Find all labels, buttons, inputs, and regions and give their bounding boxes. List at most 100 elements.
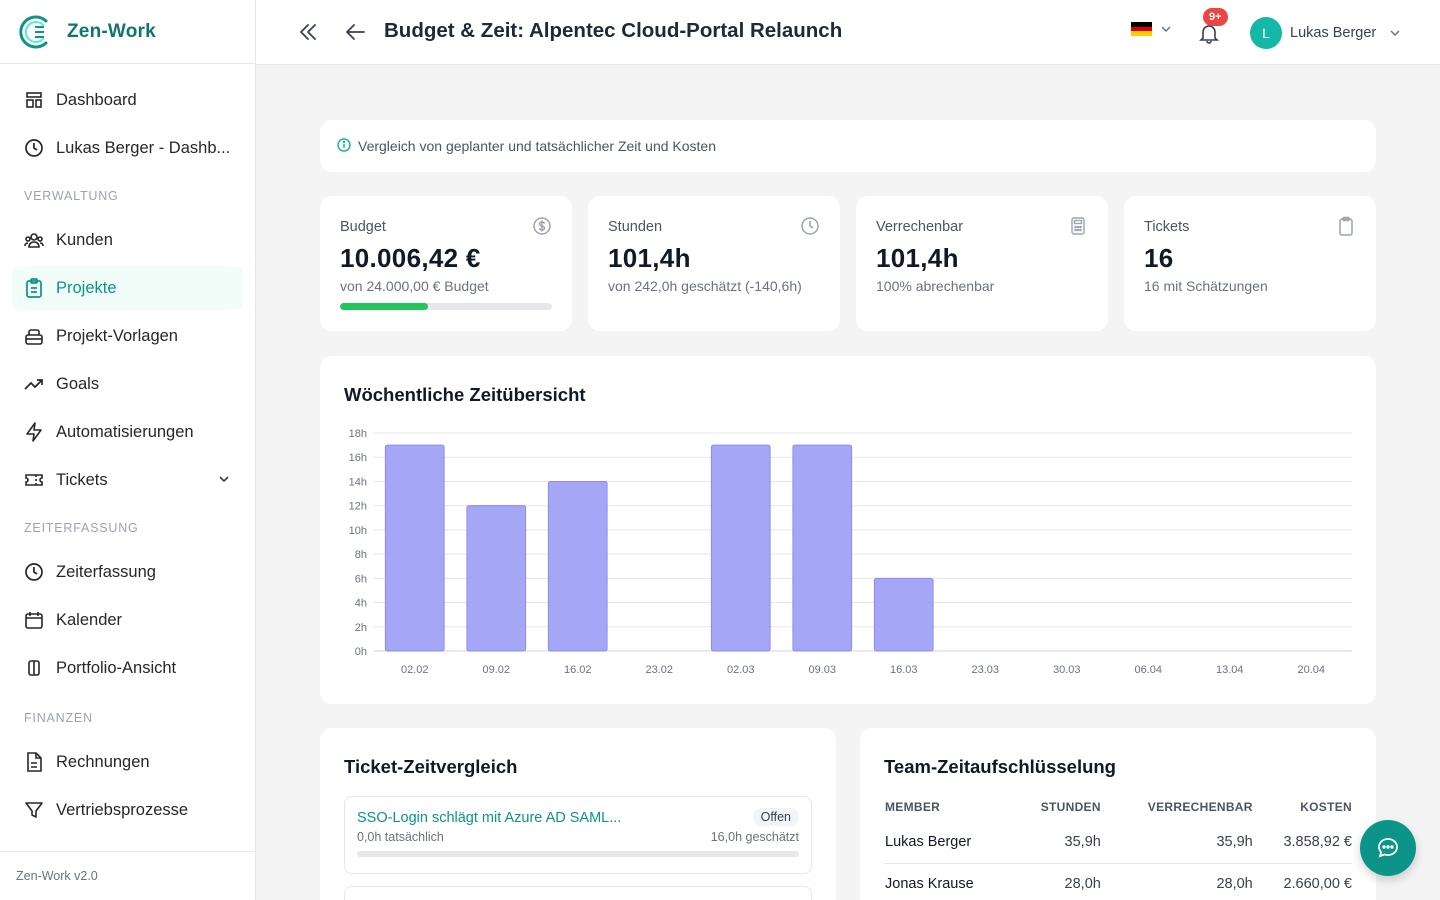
- column-header: MEMBER: [885, 800, 941, 814]
- sidebar-item-kalender[interactable]: Kalender: [12, 598, 243, 642]
- ticket-name-link[interactable]: SSO-Login schlägt mit Azure AD SAML...: [357, 810, 622, 826]
- sidebar-item-rechnungen[interactable]: Rechnungen: [12, 740, 243, 784]
- status-badge: Offen: [752, 808, 799, 826]
- y-tick-label: 6h: [355, 573, 367, 585]
- stat-label: Tickets: [1144, 219, 1190, 235]
- chart-bar: [466, 505, 527, 652]
- sidebar-item-label: Tickets: [56, 470, 108, 489]
- bar-chart: 0h 2h 4h 6h 8h 10h 12h 14h 16h 18h 02.02 09.02 16.02…: [349, 428, 1352, 676]
- double-chevron-left-icon: [300, 24, 316, 40]
- x-tick-label: 09.03: [808, 664, 836, 676]
- users-icon: [24, 230, 44, 250]
- stat-label: Verrechenbar: [876, 219, 964, 235]
- sidebar-item-zeiterfassung[interactable]: Zeiterfassung: [12, 550, 243, 594]
- stat-subtext: 100% abrechenbar: [876, 278, 995, 294]
- table-header-row: MEMBER STUNDEN VERRECHENBAR KOSTEN: [884, 792, 1352, 822]
- sidebar-item-portfolio[interactable]: Portfolio-Ansicht: [12, 646, 243, 690]
- x-tick-label: 23.02: [645, 664, 673, 676]
- sidebar-item-projekte[interactable]: Projekte: [12, 266, 243, 310]
- sidebar-item-vertriebsprozesse[interactable]: Vertriebsprozesse: [12, 788, 243, 832]
- sidebar-item-label: Automatisierungen: [56, 422, 194, 441]
- app-version: Zen-Work v2.0: [0, 851, 255, 900]
- y-tick-label: 2h: [355, 622, 367, 634]
- x-tick-label: 30.03: [1053, 664, 1081, 676]
- chevron-down-icon: [1161, 26, 1171, 33]
- x-tick-label: 02.02: [401, 664, 429, 676]
- stat-value: 101,4h: [876, 243, 959, 273]
- sidebar-nav: Dashboard Lukas Berger - Dashb... VERWAL…: [0, 64, 255, 832]
- stat-card-tickets: Tickets 16 16 mit Schätzungen: [1124, 196, 1376, 331]
- sidebar-item-label: Vertriebsprozesse: [56, 800, 189, 819]
- y-tick-label: 14h: [349, 476, 367, 488]
- x-tick-label: 16.02: [564, 664, 592, 676]
- stat-card-budget: Budget 10.006,42 € von 24.000,00 € Budge…: [320, 196, 572, 331]
- clipboard-icon: [24, 278, 44, 298]
- y-tick-label: 10h: [349, 525, 367, 537]
- notifications-button[interactable]: [1198, 22, 1220, 44]
- calendar-icon: [24, 610, 44, 630]
- language-selector[interactable]: [1131, 22, 1172, 37]
- stat-subtext: von 24.000,00 € Budget: [340, 278, 489, 294]
- brand[interactable]: Zen-Work: [0, 0, 255, 64]
- stat-value: 101,4h: [608, 243, 691, 273]
- section-title: ZEITERFASSUNG: [24, 521, 139, 535]
- sidebar-item-kunden[interactable]: Kunden: [12, 218, 243, 262]
- sidebar-item-projekt-vorlagen[interactable]: Projekt-Vorlagen: [12, 314, 243, 358]
- y-tick-label: 18h: [349, 428, 367, 440]
- chat-icon: [1378, 838, 1398, 858]
- chevron-down-icon[interactable]: [217, 472, 231, 491]
- x-tick-label: 16.03: [890, 664, 918, 676]
- dashboard-icon: [24, 90, 44, 110]
- x-tick-label: 20.04: [1297, 664, 1325, 676]
- ticket-progress-bar: [357, 851, 799, 857]
- billable-cell: 28,0h: [1100, 863, 1253, 900]
- column-header: STUNDEN: [1040, 800, 1101, 814]
- member-name: Jonas Krause: [884, 863, 1014, 900]
- ticket-item[interactable]: SSO-Login schlägt mit Azure AD SAML... O…: [344, 796, 812, 874]
- stat-label: Budget: [340, 219, 386, 235]
- team-table: MEMBER STUNDEN VERRECHENBAR KOSTEN Lukas…: [884, 792, 1352, 900]
- template-icon: [24, 326, 44, 346]
- sidebar-item-automatisierungen[interactable]: Automatisierungen: [12, 410, 243, 454]
- bolt-icon: [24, 422, 44, 442]
- clock-icon: [800, 216, 820, 236]
- collapse-sidebar-button[interactable]: [296, 20, 320, 44]
- stat-value: 16: [1144, 243, 1174, 273]
- ticket-item[interactable]: [344, 886, 812, 900]
- sidebar-item-label: Dashboard: [56, 90, 137, 109]
- sidebar-item-dashboard[interactable]: Dashboard: [12, 78, 243, 122]
- ticket-estimated: 16,0h geschätzt: [710, 830, 799, 844]
- x-tick-label: 23.03: [971, 664, 999, 676]
- clipboard-icon: [1336, 216, 1356, 236]
- stat-label: Stunden: [608, 219, 663, 235]
- stat-value: 10.006,42 €: [340, 243, 481, 273]
- logo-icon: [18, 14, 54, 50]
- chart-bar: [873, 577, 934, 652]
- sidebar-item-label: Goals: [56, 374, 100, 393]
- trending-icon: [24, 374, 44, 394]
- sidebar-item-tickets[interactable]: Tickets: [12, 458, 243, 502]
- weekly-time-chart-card: Wöchentliche Zeitübersicht 0h 2h 4h 6h 8h 10h…: [320, 356, 1376, 704]
- chat-button[interactable]: [1360, 820, 1416, 876]
- avatar: L: [1250, 17, 1282, 49]
- sidebar-item-goals[interactable]: Goals: [12, 362, 243, 406]
- brand-name: Zen-Work: [67, 20, 156, 42]
- sidebar-item-user-dashboard[interactable]: Lukas Berger - Dashb...: [12, 126, 243, 170]
- calculator-icon: [1068, 216, 1088, 236]
- sidebar-item-label: Zeiterfassung: [56, 562, 156, 581]
- hours-cell: 35,9h: [1013, 822, 1101, 864]
- back-button[interactable]: [343, 20, 367, 44]
- user-menu[interactable]: L Lukas Berger: [1250, 17, 1402, 49]
- stat-card-verrechenbar: Verrechenbar 101,4h 100% abrechenbar: [856, 196, 1108, 331]
- top-header: Budget & Zeit: Alpentec Cloud-Portal Rel…: [256, 0, 1440, 65]
- stat-subtext: von 242,0h geschätzt (-140,6h): [608, 278, 802, 294]
- sidebar-item-label: Projekte: [56, 278, 117, 297]
- ticket-card-title: Ticket-Zeitvergleich: [344, 756, 518, 777]
- x-tick-label: 02.03: [727, 664, 755, 676]
- y-tick-label: 16h: [349, 452, 367, 464]
- table-row: Jonas Krause 28,0h 28,0h 2.660,00 €: [884, 863, 1352, 900]
- clock-icon: [24, 562, 44, 582]
- user-name: Lukas Berger: [1290, 25, 1377, 41]
- y-tick-label: 4h: [355, 598, 367, 610]
- x-tick-label: 13.04: [1216, 664, 1244, 676]
